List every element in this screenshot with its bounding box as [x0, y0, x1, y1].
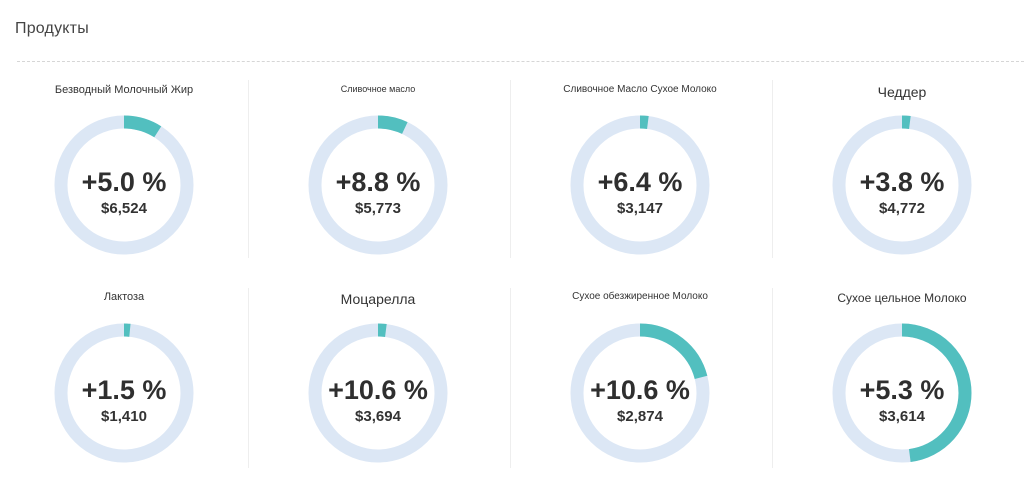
donut-chart: +5.0 % $6,524: [54, 115, 194, 255]
donut-arc: [54, 323, 194, 463]
donut-percent-label: +10.6 %: [590, 375, 690, 405]
cell-divider: [248, 80, 249, 258]
donut-title: Сухое цельное Молоко: [837, 291, 967, 305]
donut-arc: [832, 323, 972, 463]
donut-percent-label: +3.8 %: [860, 167, 945, 197]
donut-arc: [308, 323, 448, 463]
donut-arc: [54, 115, 194, 255]
donut-percent-label: +6.4 %: [598, 167, 683, 197]
donut-arc: [308, 115, 448, 255]
donut-chart: +5.3 % $3,614: [832, 323, 972, 463]
donut-chart: +8.8 % $5,773: [308, 115, 448, 255]
donut-value-label: $6,524: [101, 200, 148, 217]
donut-chart: +6.4 % $3,147: [570, 115, 710, 255]
cell-divider: [772, 288, 773, 468]
donut-percent-label: +5.0 %: [82, 167, 167, 197]
donut-title: Чеддер: [877, 84, 927, 100]
donut-title: Безводный Молочный Жир: [54, 84, 194, 96]
cell-divider: [248, 288, 249, 468]
donut-chart: +3.8 % $4,772: [832, 115, 972, 255]
donut-value-label: $3,147: [617, 200, 663, 217]
donut-value-label: $2,874: [617, 408, 664, 425]
donut-title: Моцарелла: [340, 291, 416, 307]
donut-chart: +1.5 % $1,410: [54, 323, 194, 463]
donut-title: Сухое обезжиренное Молоко: [572, 291, 708, 302]
donut-title: Сливочное Масло Сухое Молоко: [563, 84, 717, 95]
donut-value-label: $3,694: [355, 408, 402, 425]
donut-arc: [832, 115, 972, 255]
donut-percent-label: +5.3 %: [860, 375, 945, 405]
donut-value-label: $4,772: [879, 200, 925, 217]
title-divider: [17, 61, 1024, 62]
donut-percent-label: +8.8 %: [336, 167, 421, 197]
page-title: Продукты: [15, 20, 89, 37]
donut-value-label: $3,614: [879, 408, 926, 425]
cell-divider: [510, 80, 511, 258]
donut-value-label: $1,410: [101, 408, 147, 425]
donut-title: Сливочное масло: [340, 84, 416, 94]
donut-chart: +10.6 % $2,874: [570, 323, 710, 463]
donut-arc: [570, 323, 710, 463]
donut-arc: [570, 115, 710, 255]
donut-percent-label: +1.5 %: [82, 375, 167, 405]
donut-value-label: $5,773: [355, 200, 401, 217]
cell-divider: [510, 288, 511, 468]
donut-title: Лактоза: [103, 291, 145, 303]
cell-divider: [772, 80, 773, 258]
donut-percent-label: +10.6 %: [328, 375, 428, 405]
donut-chart: +10.6 % $3,694: [308, 323, 448, 463]
